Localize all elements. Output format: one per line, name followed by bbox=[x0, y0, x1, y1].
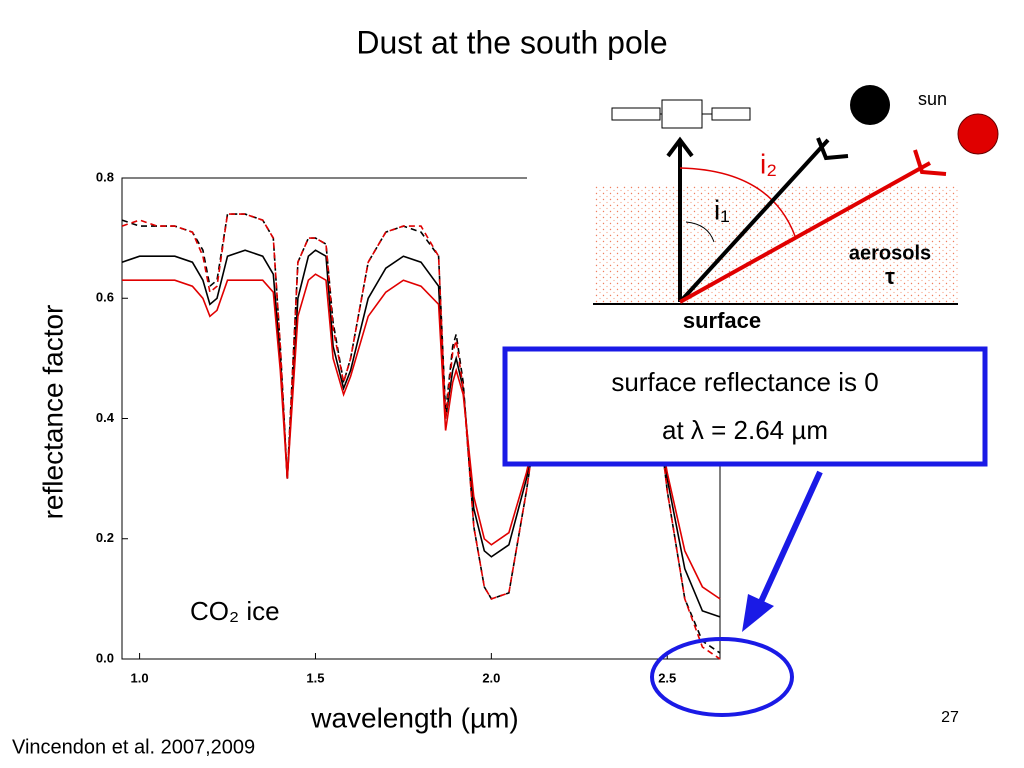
label: i₁ bbox=[714, 194, 730, 225]
sun-black bbox=[850, 85, 890, 125]
y-tick-label: 0.4 bbox=[96, 410, 115, 425]
citation: Vincendon et al. 2007,2009 bbox=[12, 736, 255, 758]
x-tick-label: 1.5 bbox=[306, 670, 324, 685]
y-tick-label: 0.0 bbox=[96, 650, 114, 665]
satellite bbox=[661, 99, 703, 129]
page-number: 27 bbox=[941, 709, 959, 726]
callout-arrow bbox=[757, 470, 823, 606]
panel bbox=[711, 107, 751, 121]
annotation: CO₂ ice bbox=[190, 596, 280, 626]
angle-arc bbox=[679, 167, 796, 237]
x-tick-label: 2.0 bbox=[482, 670, 500, 685]
sun-ray bbox=[678, 138, 830, 304]
label: sun bbox=[918, 89, 947, 109]
label: surface bbox=[683, 308, 761, 333]
callout-text: surface reflectance is 0 bbox=[611, 367, 878, 397]
x-tick-label: 1.0 bbox=[131, 670, 149, 685]
sun-ray bbox=[679, 161, 931, 304]
y-tick-label: 0.6 bbox=[96, 290, 114, 305]
label: i₂ bbox=[760, 148, 777, 179]
label: aerosols bbox=[849, 242, 931, 264]
callout-box bbox=[502, 346, 988, 467]
arrow-head bbox=[742, 594, 774, 632]
angle-arc bbox=[685, 221, 715, 243]
panel bbox=[611, 107, 661, 121]
y-tick-label: 0.8 bbox=[96, 169, 114, 184]
y-tick-label: 0.2 bbox=[96, 530, 114, 545]
x-tick-label: 2.5 bbox=[658, 670, 676, 685]
callout-text: at λ = 2.64 µm bbox=[662, 415, 828, 445]
geometry-diagram: sun i₁ i₂ aerosols τ surface bbox=[527, 85, 999, 347]
title: Dust at the south pole bbox=[356, 24, 667, 60]
highlight-ellipse bbox=[650, 637, 794, 717]
x-axis-label: wavelength (µm) bbox=[310, 702, 519, 733]
sun-red bbox=[957, 113, 999, 155]
y-axis-label: reflectance factor bbox=[37, 305, 68, 520]
label: τ bbox=[885, 264, 895, 289]
